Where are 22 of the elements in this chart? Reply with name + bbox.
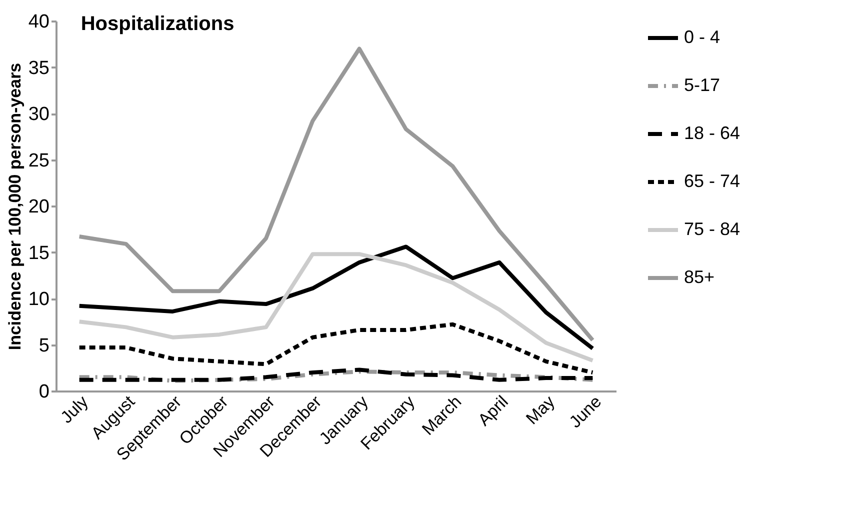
y-tick-label: 5 <box>38 335 50 356</box>
legend-label: 0 - 4 <box>684 27 720 47</box>
y-tick-label: 35 <box>28 58 50 79</box>
y-tick-label: 15 <box>28 242 50 264</box>
legend-label: 85+ <box>684 267 715 287</box>
y-tick-label: 40 <box>28 12 50 32</box>
y-tick-label: 20 <box>28 196 50 218</box>
line-series <box>77 252 595 362</box>
y-tick-label: 25 <box>28 150 50 172</box>
legend-label: 18 - 64 <box>684 123 740 143</box>
x-tick-label: May <box>522 392 559 428</box>
legend-label: 65 - 74 <box>684 171 740 191</box>
x-tick-label: July <box>57 392 92 427</box>
y-axis-title: Incidence per 100,000 person-years <box>5 62 24 350</box>
line-series <box>77 46 595 342</box>
line-series <box>77 244 595 350</box>
legend-label: 5-17 <box>684 75 720 95</box>
legend-label: 75 - 84 <box>684 219 740 239</box>
y-tick-label: 0 <box>38 382 50 402</box>
chart-title: Hospitalizations <box>80 13 234 35</box>
y-tick-label: 30 <box>28 104 50 125</box>
y-tick-label: 10 <box>28 289 50 310</box>
